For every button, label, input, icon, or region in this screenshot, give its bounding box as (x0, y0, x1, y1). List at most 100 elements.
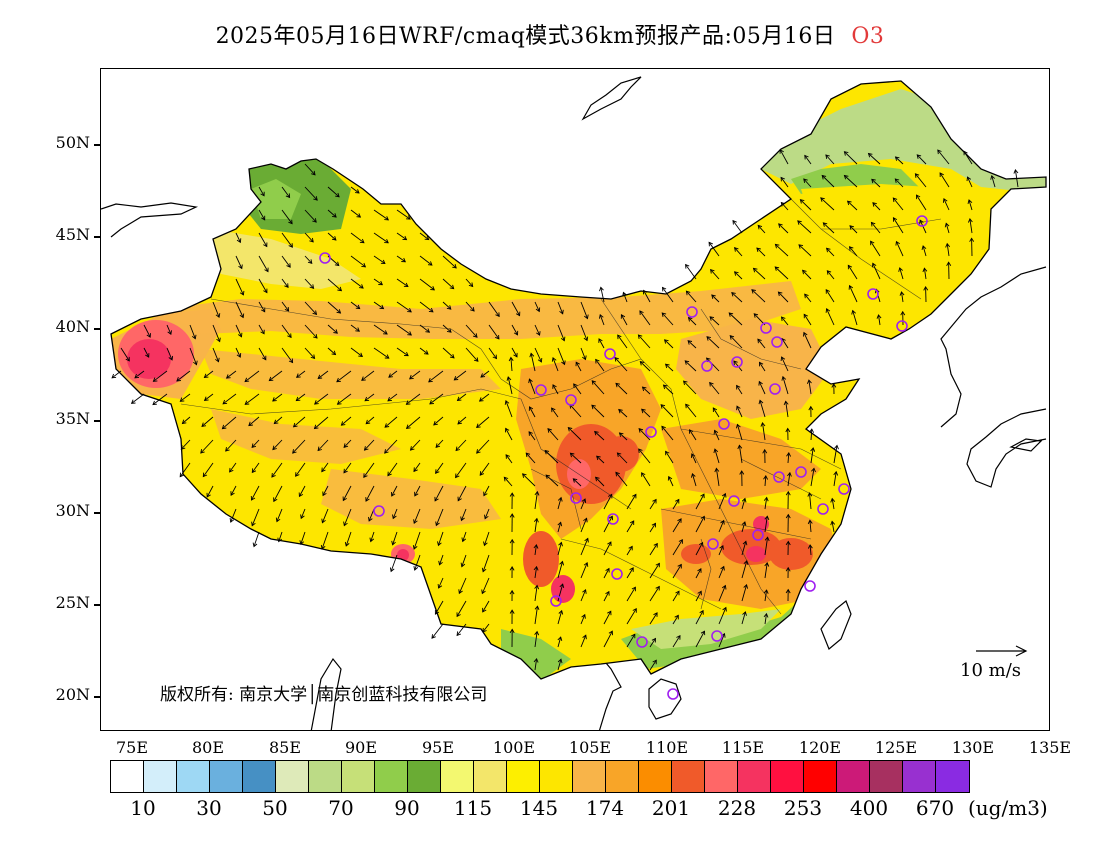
wind-arrow (741, 521, 747, 533)
wind-arrow (387, 462, 398, 477)
wind-arrow (461, 531, 467, 543)
wind-arrow (764, 515, 770, 533)
wind-arrow (465, 301, 475, 312)
wind-arrow (714, 467, 720, 487)
lat-label-20n: 20N (55, 685, 90, 704)
wind-arrow (785, 566, 791, 579)
wind-arrow (709, 316, 720, 326)
wind-arrow (712, 407, 720, 418)
wind-arrow (437, 531, 444, 547)
wind-arrow (251, 462, 260, 474)
station-marker (896, 320, 908, 332)
wind-arrow (176, 370, 191, 382)
wind-arrow (966, 176, 973, 188)
wind-arrow (258, 255, 269, 273)
wind-arrow (412, 531, 421, 550)
wind-arrow (221, 416, 237, 430)
wind-arrow (552, 384, 559, 395)
wind-arrow (870, 240, 881, 257)
colorbar-cell (804, 761, 837, 792)
colorbar-cell (309, 761, 342, 792)
colorbar-cell (639, 761, 672, 792)
wind-arrow (626, 586, 636, 602)
wind-arrow (649, 562, 660, 579)
wind-arrow (373, 278, 384, 286)
colorbar-cell (342, 761, 375, 792)
wind-arrow (521, 473, 536, 487)
wind-arrow (820, 197, 835, 211)
wind-arrow (892, 197, 904, 211)
wind-arrow (134, 370, 145, 379)
wind-arrow (504, 399, 513, 418)
colorbar (110, 760, 970, 793)
wind-arrow (292, 439, 306, 454)
lat-label-30n: 30N (55, 501, 90, 520)
wind-arrow (384, 416, 398, 428)
wind-arrow (321, 508, 329, 524)
wind-arrow (733, 271, 743, 280)
wind-arrow (304, 347, 316, 360)
wind-arrow (843, 151, 858, 165)
wind-arrow (916, 154, 927, 165)
wind-arrow (292, 416, 306, 428)
wind-arrow (786, 452, 792, 464)
station-marker (752, 529, 764, 541)
wind-arrow (350, 301, 361, 310)
wind-arrow (969, 237, 975, 257)
wind-arrow (833, 470, 839, 487)
wind-arrow (710, 268, 720, 280)
wind-arrow (649, 659, 657, 671)
wind-arrow (685, 290, 697, 303)
wind-arrow (641, 408, 651, 418)
wind-arrow (476, 416, 490, 429)
map-panel[interactable] (100, 68, 1050, 731)
colorbar-cell (507, 761, 540, 792)
colorbar-cell (276, 761, 309, 792)
wind-arrow (752, 267, 766, 280)
wind-arrow (757, 338, 766, 349)
wind-arrow (442, 324, 452, 333)
wind-arrow (942, 198, 950, 211)
wind-arrow (152, 393, 168, 406)
wind-arrow (419, 347, 429, 355)
wind-arrow (695, 541, 704, 556)
wind-arrow (373, 347, 390, 359)
pollutant-label: O3 (851, 24, 885, 49)
wind-arrow (505, 427, 513, 441)
wind-arrow (235, 232, 242, 244)
wind-arrow (460, 554, 467, 568)
title-text: 2025年05月16日WRF/cmaq模式36km预报产品:05月16日 (215, 24, 836, 49)
wind-arrow (258, 209, 266, 221)
wind-arrow (685, 263, 697, 280)
wind-arrow (741, 560, 749, 579)
wind-arrow (614, 356, 628, 372)
wind-arrow (534, 584, 540, 602)
wind-arrow (336, 370, 352, 383)
wind-arrow (737, 444, 743, 464)
wind-arrow (511, 301, 521, 317)
wind-arrow (618, 432, 628, 441)
wind-arrow (298, 485, 306, 498)
wind-arrow (799, 199, 812, 211)
wind-arrow (763, 612, 769, 625)
wind-arrow (456, 600, 467, 618)
wind-arrow (763, 589, 769, 602)
wind-arrow (557, 347, 566, 366)
colorbar-cell (375, 761, 408, 792)
station-marker (645, 426, 657, 438)
colorbar-cell (705, 761, 738, 792)
wind-arrow (557, 560, 565, 579)
wind-arrow (281, 232, 293, 248)
wind-arrow (350, 209, 362, 218)
wind-arrow (569, 452, 582, 464)
wind-arrow (509, 628, 515, 648)
colorbar-cell (837, 761, 870, 792)
station-marker (319, 252, 331, 264)
wind-arrow (757, 224, 766, 234)
wind-arrow (734, 247, 743, 257)
wind-arrow (798, 244, 812, 257)
wind-arrow (534, 347, 543, 363)
wind-arrow (626, 567, 634, 579)
wind-arrow (895, 240, 904, 257)
lat-tick (94, 696, 100, 698)
